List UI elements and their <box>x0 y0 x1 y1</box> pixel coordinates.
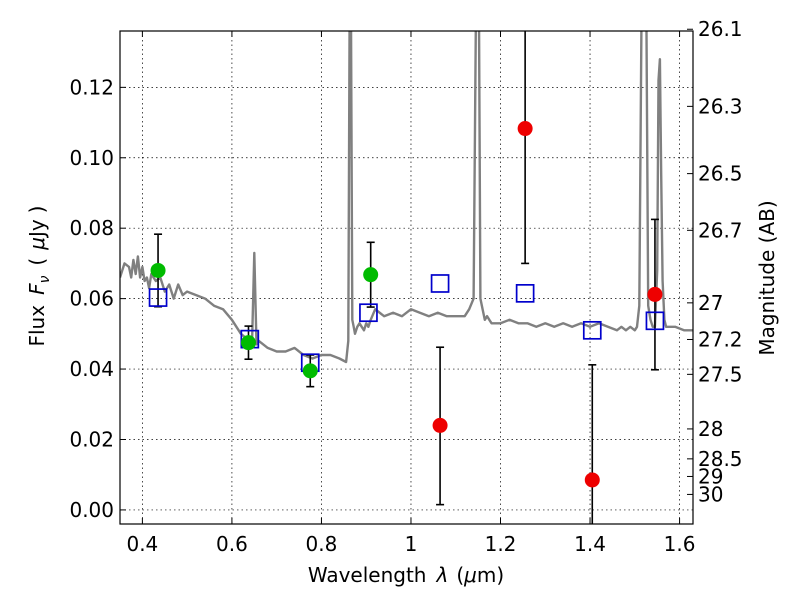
model-photometry-square <box>582 320 602 340</box>
x-axis-label: Wavelength λ (μm) <box>308 563 504 587</box>
y-tick-label: 0.00 <box>69 498 114 522</box>
y-tick-label: 0.08 <box>69 216 114 240</box>
x-tick-label: 1.6 <box>664 532 696 556</box>
y2-tick-label: 27 <box>698 291 723 315</box>
y2-tick-label: 30 <box>698 482 723 506</box>
model-photometry-square <box>148 288 168 307</box>
y-tick-label: 0.02 <box>69 427 114 451</box>
detection-point <box>363 267 379 283</box>
x-tick-label: 0.6 <box>216 532 248 556</box>
detection-point <box>302 363 318 379</box>
y-tick-label: 0.04 <box>69 357 114 381</box>
non-detection-point <box>517 121 533 137</box>
y2-axis-label: Magnitude (AB) <box>755 200 779 355</box>
model-spectrum-line <box>120 31 693 364</box>
axis-ticks: 0.4 0.6 0.8 1 1.2 1.4 1.6 0.00 0.02 0.04 0.06 0.08 0… <box>69 17 742 556</box>
x-tick-label: 1 <box>405 532 418 556</box>
non-detection-point <box>647 286 663 302</box>
y2-tick-label: 29 <box>698 464 723 488</box>
y2-tick-label: 27.5 <box>698 362 743 386</box>
model-photometry-square <box>645 311 665 331</box>
axes-frame <box>119 30 694 525</box>
model-photometry-square <box>430 274 450 293</box>
x-tick-label: 0.4 <box>126 532 158 556</box>
y2-tick-label: 28.5 <box>698 447 743 471</box>
detection-point <box>150 262 166 278</box>
plot-area <box>120 31 693 524</box>
model-photometry-square <box>515 283 535 303</box>
y-tick-label: 0.10 <box>69 146 114 170</box>
y2-tick-label: 26.7 <box>698 218 743 242</box>
x-tick-label: 1.4 <box>574 532 606 556</box>
grid-lines <box>120 31 693 524</box>
non-detection-point <box>584 472 600 488</box>
y-axis-label: FluxFν(μJy) <box>25 205 53 346</box>
non-detection-point <box>432 417 448 433</box>
y-tick-label: 0.12 <box>69 75 114 99</box>
y2-tick-label: 26.3 <box>698 94 743 118</box>
y2-tick-label: 26.5 <box>698 162 743 186</box>
x-tick-label: 1.2 <box>485 532 517 556</box>
y2-tick-label: 27.2 <box>698 327 743 351</box>
y2-tick-label: 26.1 <box>698 17 743 41</box>
y2-tick-label: 28 <box>698 417 723 441</box>
detection-point <box>240 335 256 351</box>
y-tick-label: 0.06 <box>69 287 114 311</box>
x-tick-label: 0.8 <box>306 532 338 556</box>
model-photometry-square <box>359 303 378 323</box>
